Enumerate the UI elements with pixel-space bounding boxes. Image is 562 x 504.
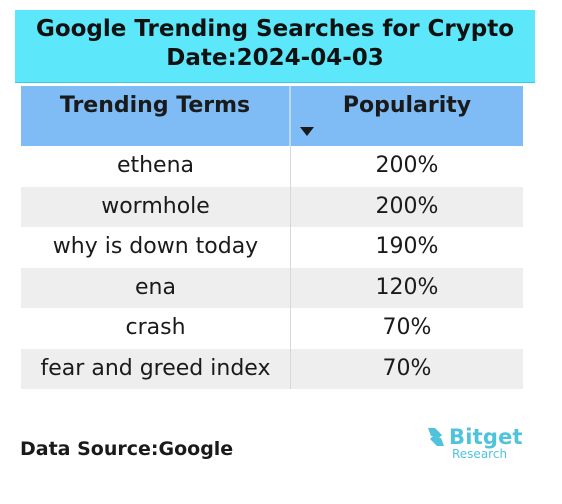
term-cell: crash [21, 308, 291, 349]
table-row: why is down today 190% [21, 227, 523, 268]
column-header-popularity-label: Popularity [342, 93, 472, 118]
popularity-cell: 120% [375, 274, 439, 300]
column-header-trending-terms[interactable]: Trending Terms [21, 86, 291, 146]
term-cell: ena [21, 267, 291, 308]
popularity-cell: 70% [382, 355, 432, 381]
bitget-logo-icon [428, 428, 444, 446]
data-source-label: Data Source:Google [20, 438, 234, 460]
table-row: ethena 200% [21, 146, 523, 187]
logo-wordmark: Bitget [449, 425, 523, 449]
logo-row: Bitget [424, 425, 534, 449]
chart-title-line-2: Date:2024-04-03 [166, 45, 384, 71]
popularity-cell: 190% [375, 234, 439, 259]
table-row: ena 120% [21, 267, 523, 308]
popularity-cell: 200% [375, 153, 439, 178]
term-cell: why is down today [21, 227, 291, 268]
term-cell: ethena [21, 146, 291, 187]
bitget-research-logo: Bitget Research [424, 425, 534, 475]
sort-descending-icon[interactable] [300, 127, 314, 136]
column-header-popularity[interactable]: Popularity [291, 86, 523, 146]
table-body: ethena 200% wormhole 200% why is down today 1… [21, 146, 523, 389]
chart-title-line-1: Google Trending Searches for Crypto [35, 16, 515, 42]
term-cell: fear and greed index [21, 348, 291, 389]
term-cell: wormhole [21, 186, 291, 227]
table-row: fear and greed index 70% [21, 348, 523, 389]
logo-subtitle: Research [452, 447, 508, 461]
popularity-cell: 200% [375, 193, 439, 219]
table-row: crash 70% [21, 308, 523, 349]
table-row: wormhole 200% [21, 186, 523, 227]
chart-title: Google Trending Searches for Crypto Date… [15, 10, 535, 83]
trending-table: Trending Terms Popularity ethena 200% worm… [21, 86, 523, 389]
popularity-cell: 70% [382, 315, 432, 340]
table-header-row: Trending Terms Popularity [21, 86, 523, 146]
